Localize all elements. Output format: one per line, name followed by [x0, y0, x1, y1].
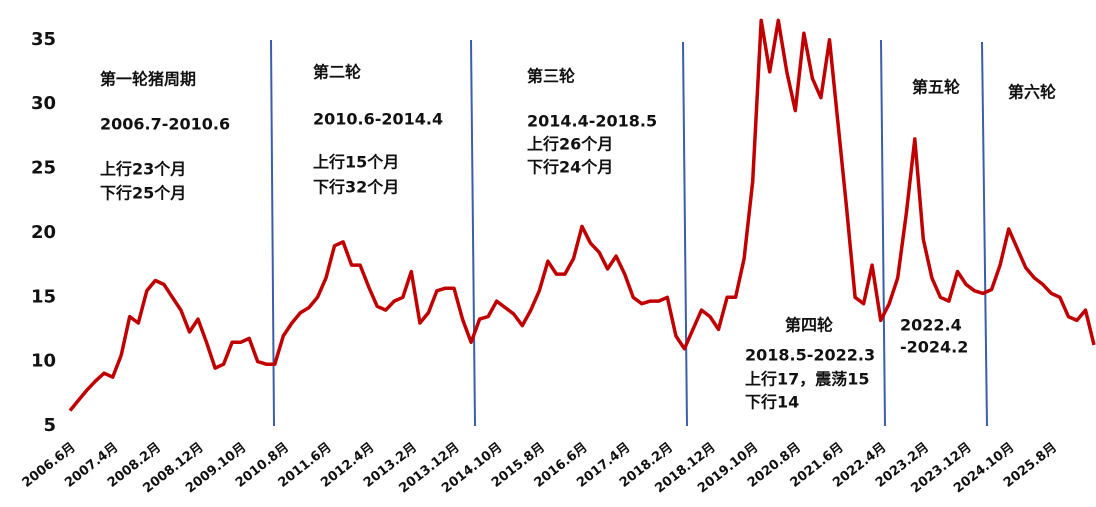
annotation: 下行32个月: [313, 178, 399, 197]
y-tick-label: 30: [31, 93, 56, 114]
annotation: 2014.4-2018.5: [527, 112, 657, 131]
annotation: 下行25个月: [100, 184, 186, 203]
annotation: 下行14: [745, 393, 799, 412]
annotation: 下行24个月: [527, 158, 613, 177]
annotation: 2006.7-2010.6: [100, 115, 230, 134]
y-tick-label: 25: [31, 158, 56, 179]
annotation: 上行15个月: [313, 153, 399, 172]
annotation: -2024.2: [900, 338, 968, 357]
divider: [981, 41, 988, 427]
annotation: 2022.4: [900, 316, 962, 335]
annotation: 2018.5-2022.3: [745, 346, 875, 365]
annotation: 第二轮: [313, 63, 361, 82]
divider: [682, 41, 688, 427]
annotation: 上行17，震荡15: [745, 370, 870, 389]
divider: [270, 39, 275, 427]
annotation: 第五轮: [912, 78, 960, 97]
cycle-dividers: [270, 39, 988, 427]
annotations: 第一轮猪周期 2006.7-2010.6 上行23个月 下行25个月 第二轮 2…: [100, 63, 1056, 412]
annotation: 2010.6-2014.4: [313, 110, 443, 129]
y-tick-label: 10: [31, 351, 56, 372]
annotation: 第四轮: [785, 316, 833, 335]
divider: [880, 39, 886, 427]
annotation: 第六轮: [1008, 83, 1056, 102]
y-tick-label: 15: [31, 286, 56, 307]
annotation: 第一轮猪周期: [100, 70, 196, 89]
line-series: [68, 18, 1096, 412]
annotation: 第三轮: [527, 67, 575, 86]
y-tick-label: 35: [31, 29, 56, 50]
y-tick-label: 20: [31, 222, 56, 243]
annotation: 上行23个月: [100, 160, 186, 179]
annotation: 上行26个月: [527, 135, 613, 154]
divider: [470, 39, 476, 427]
y-tick-label: 5: [43, 415, 56, 436]
